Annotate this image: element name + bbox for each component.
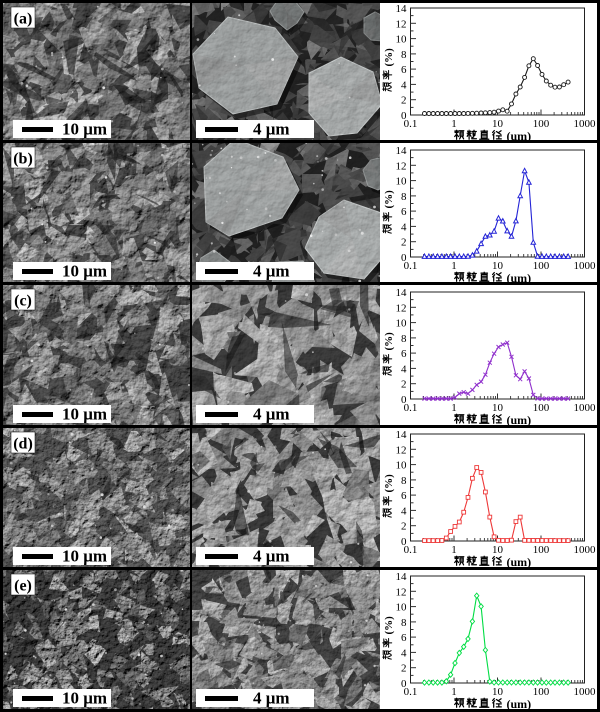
svg-text:1: 1 [451,544,457,556]
svg-text:12: 12 [396,444,407,456]
svg-text:10: 10 [492,118,504,130]
svg-text:0.1: 0.1 [404,260,418,272]
svg-text:12: 12 [396,18,407,30]
svg-text:2: 2 [401,237,407,249]
svg-text:10 μm: 10 μm [62,262,107,281]
svg-text:14: 14 [396,3,408,15]
svg-text:10: 10 [492,686,504,698]
svg-text:6: 6 [401,632,407,644]
svg-text:(um): (um) [507,413,532,425]
svg-text:2: 2 [401,379,407,391]
svg-text:2: 2 [401,521,407,533]
svg-text:14: 14 [396,287,408,299]
svg-text:0: 0 [401,110,407,122]
svg-text:(%): (%) [383,616,395,635]
svg-text:10: 10 [396,460,408,472]
svg-text:100: 100 [533,260,550,272]
svg-text:(um): (um) [507,271,532,282]
svg-text:10 μm: 10 μm [62,120,107,139]
svg-text:10: 10 [492,402,504,414]
svg-text:8: 8 [401,49,407,61]
svg-text:(a): (a) [14,11,33,28]
svg-text:(%): (%) [383,474,395,493]
svg-text:10: 10 [396,176,408,188]
svg-text:0: 0 [401,678,407,690]
svg-text:(%): (%) [383,48,395,67]
svg-text:14: 14 [396,571,408,583]
svg-text:4 μm: 4 μm [253,262,290,281]
svg-text:2: 2 [401,663,407,675]
svg-text:12: 12 [396,302,407,314]
svg-text:1: 1 [451,402,457,414]
svg-text:4 μm: 4 μm [253,405,290,424]
svg-text:10: 10 [396,602,408,614]
svg-text:(%): (%) [383,190,395,209]
svg-text:0: 0 [401,394,407,406]
svg-text:4 μm: 4 μm [253,689,290,708]
svg-text:100: 100 [533,686,550,698]
svg-text:2: 2 [401,95,407,107]
svg-text:8: 8 [401,191,407,203]
svg-text:(e): (e) [14,578,32,595]
svg-text:(um): (um) [507,555,532,567]
svg-text:(um): (um) [507,697,532,709]
svg-text:6: 6 [401,348,407,360]
svg-text:6: 6 [401,206,407,218]
svg-text:1000: 1000 [574,260,597,272]
svg-text:100: 100 [533,544,550,556]
svg-text:1000: 1000 [574,544,597,556]
svg-text:10: 10 [492,260,504,272]
svg-text:0: 0 [401,252,407,264]
svg-text:10: 10 [492,544,504,556]
svg-text:6: 6 [401,64,407,76]
svg-text:10: 10 [396,318,408,330]
svg-text:4 μm: 4 μm [253,547,290,566]
svg-text:0.1: 0.1 [404,402,418,414]
svg-text:6: 6 [401,490,407,502]
svg-text:10 μm: 10 μm [62,405,107,424]
svg-text:4: 4 [401,221,407,233]
svg-text:4: 4 [401,505,407,517]
svg-text:1000: 1000 [574,402,597,414]
svg-text:4 μm: 4 μm [253,120,290,139]
svg-text:(c): (c) [14,293,32,310]
svg-text:(um): (um) [507,129,532,140]
svg-text:4: 4 [401,647,407,659]
svg-text:1000: 1000 [574,686,597,698]
svg-text:0: 0 [401,536,407,548]
svg-text:8: 8 [401,475,407,487]
svg-text:(d): (d) [13,436,33,453]
svg-text:0.1: 0.1 [404,686,418,698]
svg-text:100: 100 [533,402,550,414]
svg-text:10 μm: 10 μm [62,689,107,708]
svg-text:10 μm: 10 μm [62,547,107,566]
svg-text:100: 100 [533,118,550,130]
svg-text:12: 12 [396,160,407,172]
svg-text:0.1: 0.1 [404,544,418,556]
svg-text:8: 8 [401,333,407,345]
svg-text:14: 14 [396,145,408,157]
svg-text:1: 1 [451,260,457,272]
svg-text:12: 12 [396,586,407,598]
svg-text:(%): (%) [383,332,395,351]
svg-text:0.1: 0.1 [404,118,418,130]
svg-text:4: 4 [401,363,407,375]
svg-text:1000: 1000 [574,118,597,130]
svg-text:4: 4 [401,79,407,91]
svg-text:14: 14 [396,429,408,441]
svg-text:8: 8 [401,617,407,629]
svg-text:1: 1 [451,118,457,130]
svg-text:1: 1 [451,686,457,698]
svg-text:(b): (b) [13,151,33,168]
svg-text:10: 10 [396,34,408,46]
